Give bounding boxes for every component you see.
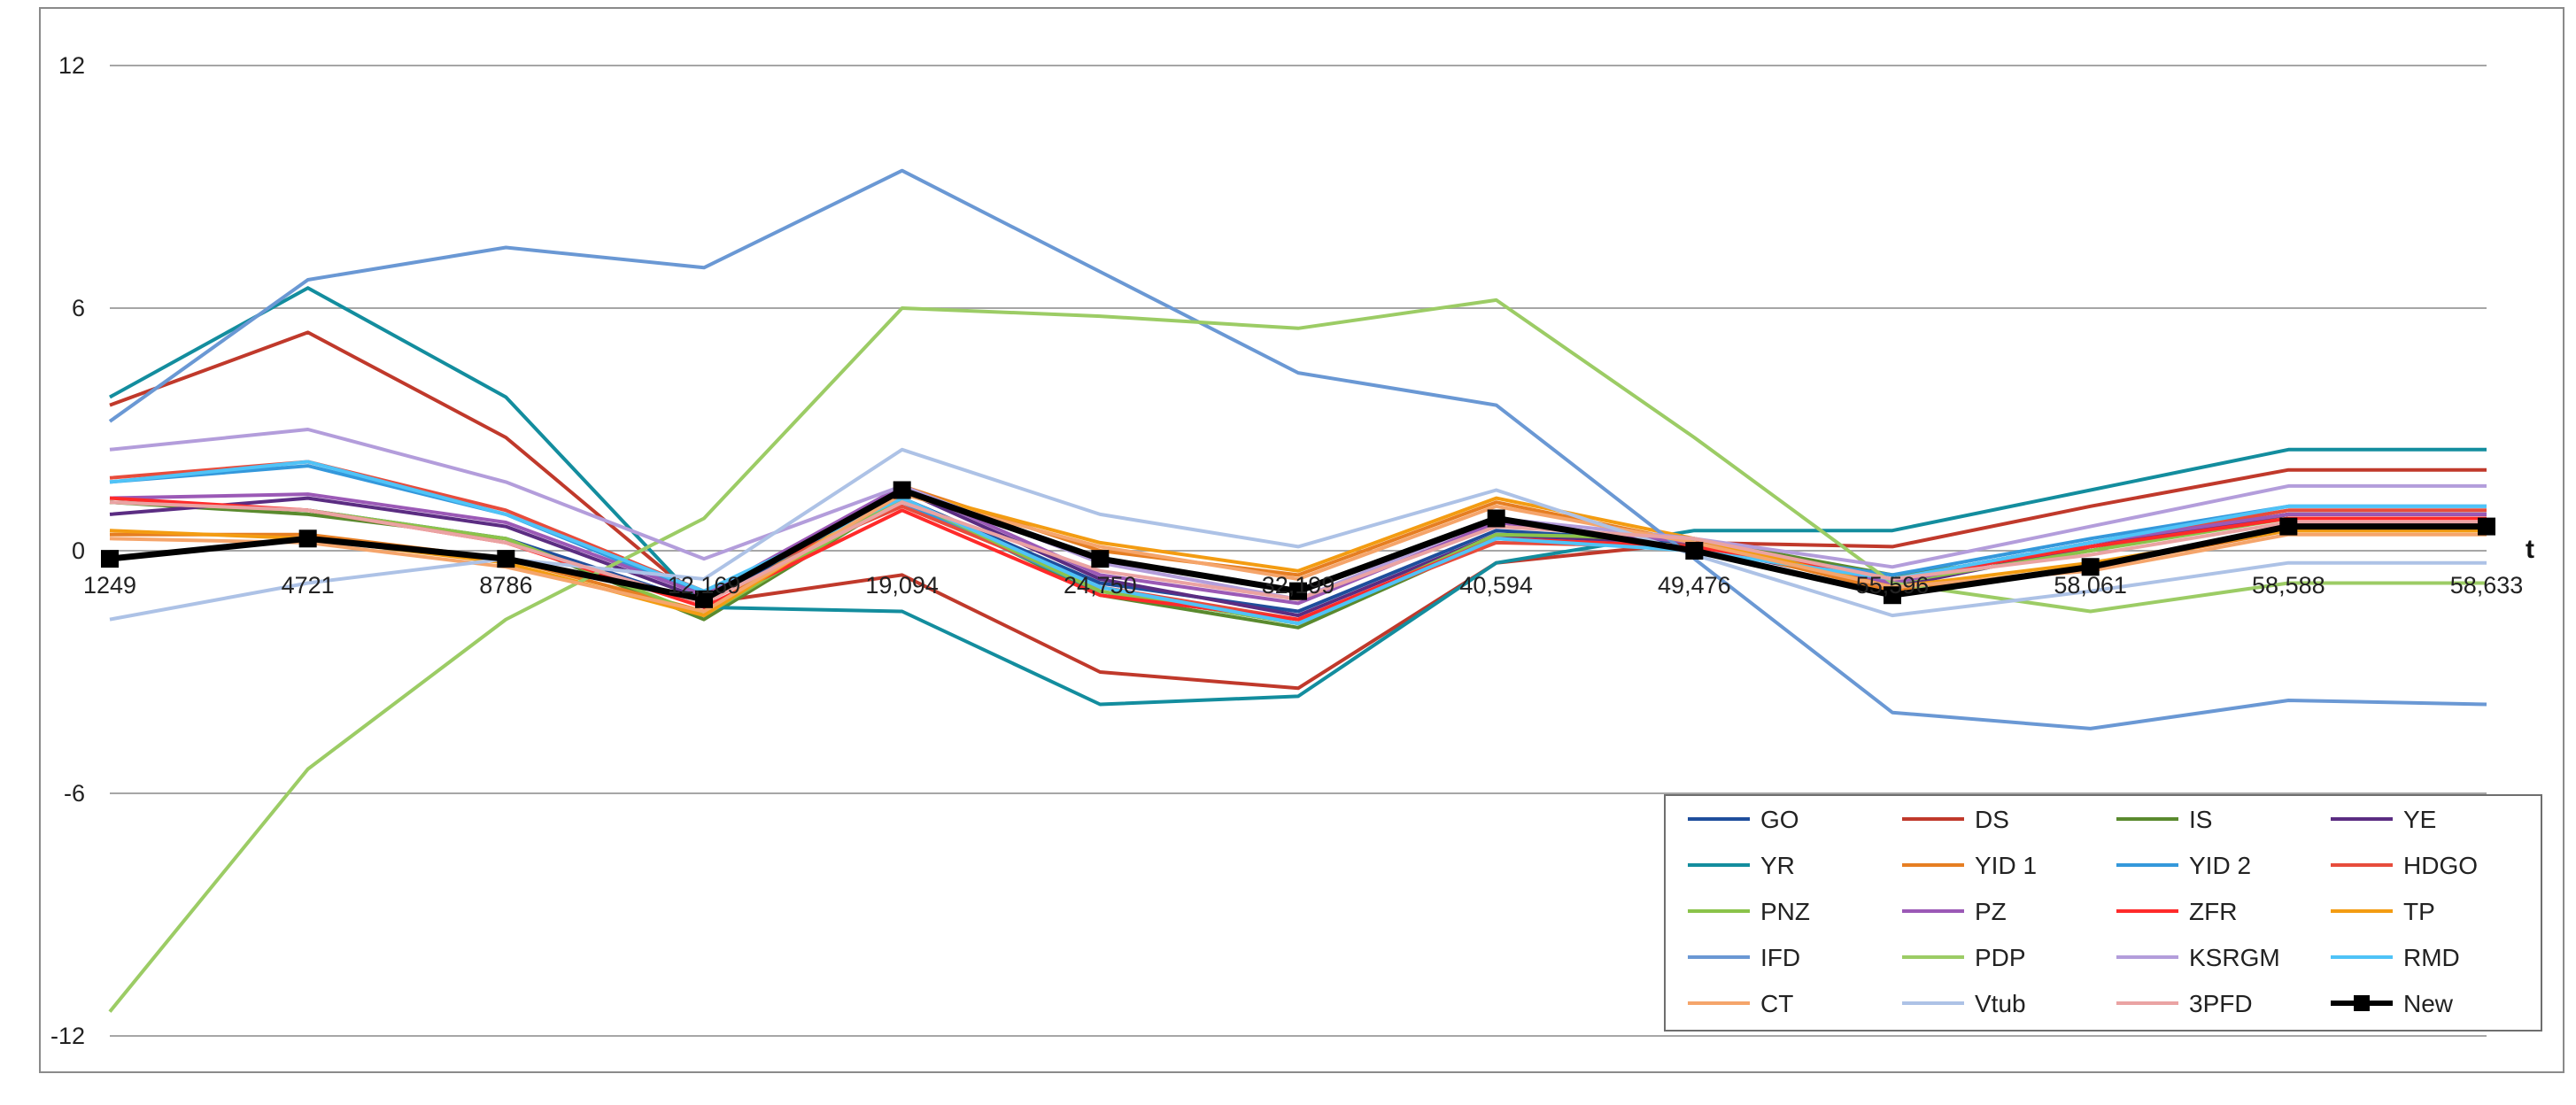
legend-label: YID 2 — [2189, 852, 2251, 879]
series-point-new — [893, 481, 911, 499]
x-tick-label: 40,594 — [1459, 572, 1533, 599]
x-tick-label: 58,061 — [2054, 572, 2127, 599]
legend-label: PNZ — [1760, 898, 1810, 925]
legend-label: PZ — [1975, 898, 2007, 925]
series-point-new — [2279, 517, 2298, 536]
series-line-yr — [109, 286, 2487, 707]
legend-label: New — [2403, 990, 2454, 1017]
legend-label: KSRGM — [2189, 944, 2280, 971]
series-point-new — [1685, 542, 1704, 560]
series-point-new — [1487, 509, 1505, 528]
legend-label: HDGO — [2403, 852, 2478, 879]
series-point-new — [2478, 517, 2495, 536]
legend-label: YE — [2403, 806, 2436, 833]
legend-label: YID 1 — [1975, 852, 2037, 879]
y-tick-label: 6 — [72, 295, 85, 321]
x-tick-label: 55,596 — [1856, 572, 1930, 599]
series-point-new — [101, 550, 119, 568]
legend-label: YR — [1760, 852, 1795, 879]
legend-label: IFD — [1760, 944, 1800, 971]
series-line-ifd — [108, 168, 2487, 730]
x-tick-label: 49,476 — [1658, 572, 1731, 599]
y-tick-label: -6 — [64, 780, 85, 807]
x-axis-label: t — [2526, 535, 2534, 564]
series-line-pdp — [108, 298, 2487, 1013]
legend-label: DS — [1975, 806, 2009, 833]
series-point-new — [1289, 582, 1307, 600]
series-point-new — [2081, 558, 2100, 576]
x-tick-label: 24,750 — [1064, 572, 1137, 599]
legend-label: GO — [1760, 806, 1799, 833]
x-tick-label: 12,169 — [668, 572, 741, 599]
y-tick-label: 0 — [72, 537, 85, 564]
legend-label: PDP — [1975, 944, 2026, 971]
x-tick-label: 4721 — [282, 572, 335, 599]
y-tick-labels: -12 -6 0 6 12 — [50, 52, 85, 1049]
legend-label: CT — [1760, 990, 1793, 1017]
x-tick-label: 58,633 — [2450, 572, 2524, 599]
legend-label: TP — [2403, 898, 2435, 925]
y-tick-label: -12 — [50, 1023, 85, 1049]
x-tick-label: 19,094 — [865, 572, 939, 599]
x-tick-label: 8786 — [479, 572, 532, 599]
series-point-new — [497, 550, 515, 568]
series-point-new — [298, 529, 317, 548]
x-tick-label: 32,199 — [1262, 572, 1335, 599]
legend-marker — [2354, 995, 2370, 1011]
series-point-new — [1884, 586, 1901, 605]
legend-label: RMD — [2403, 944, 2460, 971]
series-point-new — [1091, 550, 1110, 568]
series-layer — [101, 168, 2495, 1013]
legend-box — [1664, 794, 2542, 1032]
x-tick-label: 58,588 — [2252, 572, 2325, 599]
x-tick-label: 1249 — [83, 572, 136, 599]
series-line-ds — [109, 330, 2487, 691]
legend: GO DS IS YE YR YID 1 YID 2 HDGO PNZ PZ ZFR TP IFD PDP… — [1664, 794, 2542, 1032]
x-tick-labels: 1249 4721 8786 12,169 19,094 24,750 32,199 40,5… — [83, 572, 2523, 599]
legend-label: 3PFD — [2189, 990, 2253, 1017]
series-point-new — [695, 590, 713, 608]
legend-label: ZFR — [2189, 898, 2237, 925]
legend-label: IS — [2189, 806, 2212, 833]
y-tick-label: 12 — [58, 52, 85, 79]
series-line-rmd — [109, 460, 2487, 626]
legend-label: Vtub — [1975, 990, 2026, 1017]
